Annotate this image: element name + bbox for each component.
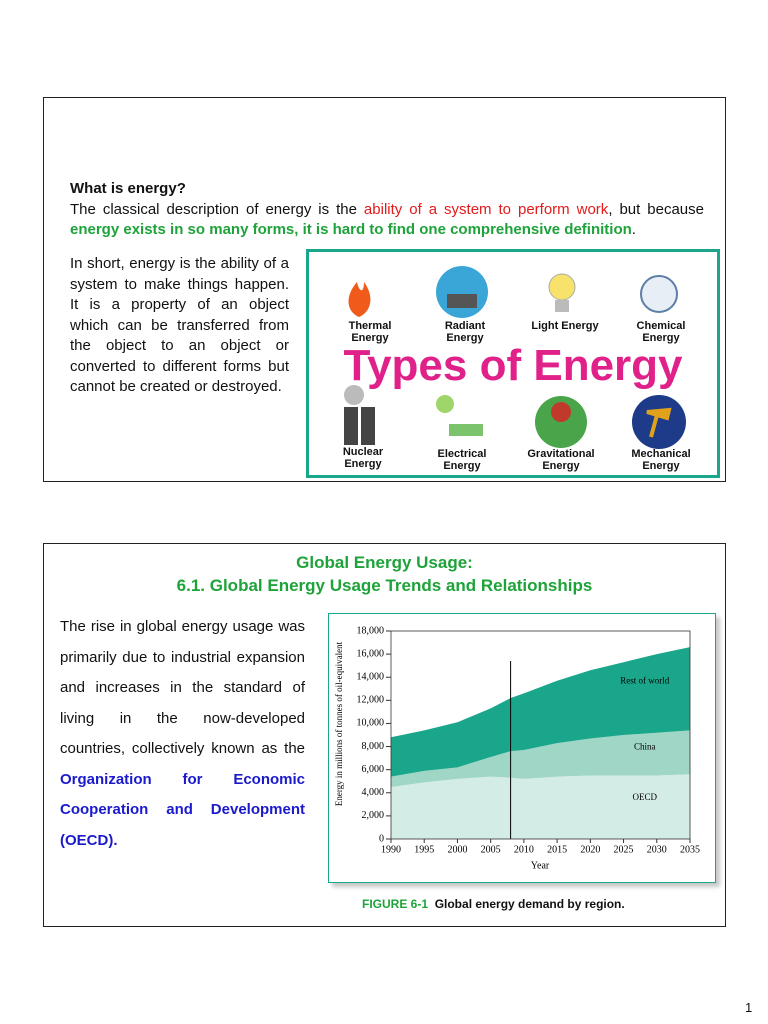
y-tick-label: 10,000	[357, 718, 385, 729]
y-tick-label: 0	[379, 833, 384, 844]
x-tick-label: 2035	[680, 844, 700, 855]
icon	[646, 407, 672, 438]
y-tick-label: 14,000	[357, 672, 385, 683]
highlight: Organization for Economic Cooperation an…	[60, 770, 305, 849]
text: , but because	[608, 201, 704, 218]
slide-title: Global Energy Usage: 6.1. Global Energy U…	[43, 551, 726, 597]
y-tick-label: 4,000	[362, 787, 385, 798]
icon	[551, 402, 571, 422]
caption: FIGURE 6-1 Global energy demand by regio…	[362, 897, 625, 911]
icon	[640, 275, 678, 313]
page-number: 1	[745, 1000, 753, 1015]
area	[391, 774, 690, 839]
title: Global Energy Usage:	[296, 553, 473, 572]
icon	[436, 266, 488, 318]
x-tick-label: 2000	[447, 844, 467, 855]
body-text: In short, energy is the ability of a sys…	[70, 255, 289, 395]
y-tick-label: 2,000	[362, 810, 385, 821]
y-tick-label: 16,000	[357, 648, 385, 659]
x-tick-label: 2030	[647, 844, 667, 855]
slide	[43, 97, 726, 482]
energy-label: Light Energy	[531, 320, 599, 332]
x-tick-label: 1995	[414, 844, 434, 855]
energy-image: Types of Energy Thermal Energy Radiant E…	[306, 249, 720, 478]
icon	[449, 424, 483, 436]
energy-label: Electrical Energy	[437, 448, 487, 472]
energy-label: Radiant Energy	[444, 320, 486, 344]
y-tick-label: 6,000	[362, 764, 385, 775]
intro: The classical description of energy is t…	[70, 200, 704, 240]
x-tick-label: 2005	[481, 844, 501, 855]
icon	[361, 407, 375, 445]
text: The rise in global energy usage was prim…	[60, 618, 305, 757]
x-tick-label: 1990	[381, 844, 401, 855]
series-label: Rest of world	[620, 676, 669, 686]
area	[391, 730, 690, 787]
icon	[348, 282, 371, 317]
series-label: OECD	[633, 792, 658, 802]
x-tick-label: 2025	[614, 844, 634, 855]
caption-text: Global energy demand by region.	[434, 897, 625, 911]
x-tick-label: 2015	[547, 844, 567, 855]
x-tick-label: 2010	[514, 844, 534, 855]
subtitle: 6.1. Global Energy Usage Trends and Rela…	[176, 576, 593, 595]
figure: Energy in millions of tonnes of oil-equi…	[328, 613, 716, 883]
icon	[548, 273, 576, 301]
icon	[436, 395, 454, 413]
highlight: energy exists in so many forms, it is ha…	[70, 221, 632, 238]
body-text: The rise in global energy usage was prim…	[60, 612, 305, 856]
icons	[344, 266, 686, 449]
area	[391, 647, 690, 777]
icon	[555, 300, 569, 312]
energy-label: Thermal Energy	[348, 320, 392, 344]
energy-label: Mechanical Energy	[631, 448, 691, 472]
series-label: China	[634, 742, 656, 752]
energy-label: Chemical Energy	[636, 320, 686, 344]
y-tick-label: 8,000	[362, 741, 385, 752]
x-tick-label: 2020	[580, 844, 600, 855]
y-tick-label: 18,000	[357, 625, 385, 636]
icon	[344, 385, 364, 405]
plot-frame	[390, 630, 691, 840]
y-axis-label: Energy in millions of tonnes of oil-equi…	[334, 641, 344, 806]
image-title: Types of Energy	[343, 341, 683, 390]
slide	[43, 543, 726, 927]
heading: What is energy?	[70, 180, 186, 197]
energy-label: Nuclear Energy	[342, 446, 384, 470]
x-axis-label: Year	[531, 860, 550, 871]
chart: Energy in millions of tonnes of oil-equi…	[334, 625, 700, 871]
icon	[632, 395, 686, 449]
text: .	[631, 221, 636, 238]
text: The classical description of energy is t…	[70, 201, 364, 218]
highlight: ability of a system to perform work	[363, 201, 609, 218]
icon	[344, 407, 358, 445]
energy-label: Gravitational Energy	[527, 448, 595, 472]
y-tick-label: 12,000	[357, 695, 385, 706]
caption-label: FIGURE 6-1	[362, 897, 429, 911]
icon	[447, 294, 477, 308]
